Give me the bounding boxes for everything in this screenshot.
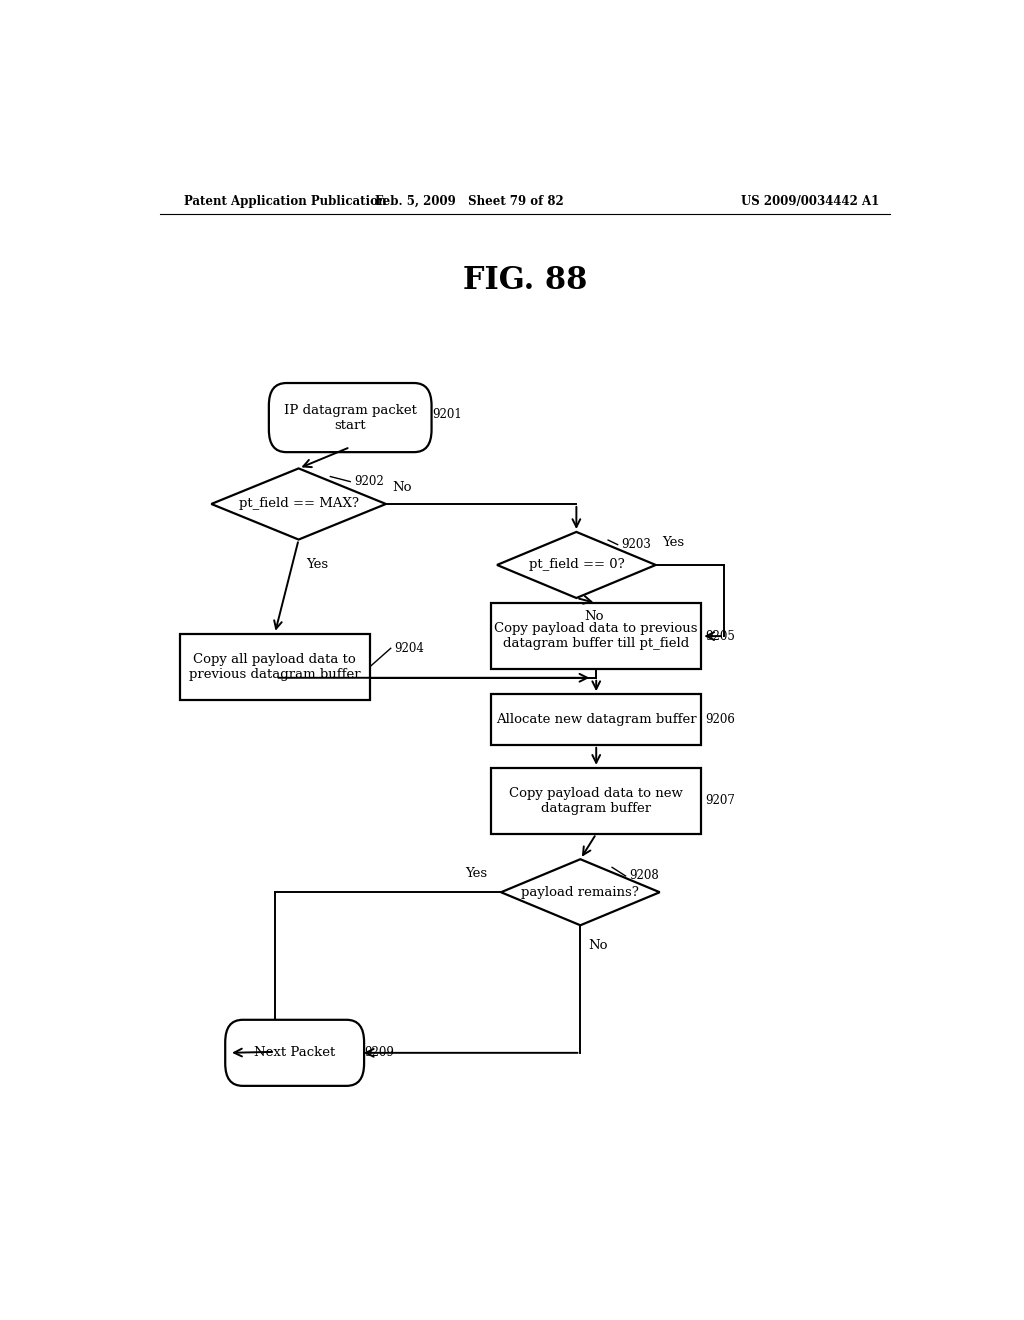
Text: pt_field == MAX?: pt_field == MAX? xyxy=(239,498,358,511)
Text: 9208: 9208 xyxy=(630,870,659,883)
Text: 9204: 9204 xyxy=(394,642,425,655)
Bar xyxy=(492,603,701,669)
Text: Allocate new datagram buffer: Allocate new datagram buffer xyxy=(496,713,696,726)
Text: Next Packet: Next Packet xyxy=(254,1047,335,1060)
Polygon shape xyxy=(501,859,659,925)
Text: Yes: Yes xyxy=(663,536,684,549)
Polygon shape xyxy=(497,532,655,598)
Text: Yes: Yes xyxy=(306,558,329,572)
Bar xyxy=(492,768,701,834)
Text: Copy all payload data to
previous datagram buffer: Copy all payload data to previous datagr… xyxy=(189,652,360,681)
Text: 9207: 9207 xyxy=(705,795,735,808)
Text: US 2009/0034442 A1: US 2009/0034442 A1 xyxy=(741,194,880,207)
Text: 9203: 9203 xyxy=(622,539,651,552)
FancyBboxPatch shape xyxy=(269,383,431,453)
Text: IP datagram packet
start: IP datagram packet start xyxy=(284,404,417,432)
Text: 9201: 9201 xyxy=(432,408,462,421)
Text: No: No xyxy=(392,482,412,494)
Polygon shape xyxy=(211,469,386,540)
Bar xyxy=(492,694,701,744)
Text: payload remains?: payload remains? xyxy=(521,886,639,899)
FancyBboxPatch shape xyxy=(225,1020,365,1086)
Text: Copy payload data to new
datagram buffer: Copy payload data to new datagram buffer xyxy=(509,787,683,814)
Text: FIG. 88: FIG. 88 xyxy=(463,265,587,296)
Text: Copy payload data to previous
datagram buffer till pt_field: Copy payload data to previous datagram b… xyxy=(495,622,698,651)
Text: No: No xyxy=(588,939,608,952)
Text: Feb. 5, 2009   Sheet 79 of 82: Feb. 5, 2009 Sheet 79 of 82 xyxy=(375,194,563,207)
Text: pt_field == 0?: pt_field == 0? xyxy=(528,558,625,572)
Bar xyxy=(179,634,370,700)
Text: 9205: 9205 xyxy=(705,630,735,643)
Text: 9206: 9206 xyxy=(705,713,735,726)
Text: Yes: Yes xyxy=(465,867,487,880)
Text: 9202: 9202 xyxy=(354,475,384,488)
Text: No: No xyxy=(585,610,604,623)
Text: Patent Application Publication: Patent Application Publication xyxy=(183,194,386,207)
Text: 9209: 9209 xyxy=(365,1047,394,1060)
